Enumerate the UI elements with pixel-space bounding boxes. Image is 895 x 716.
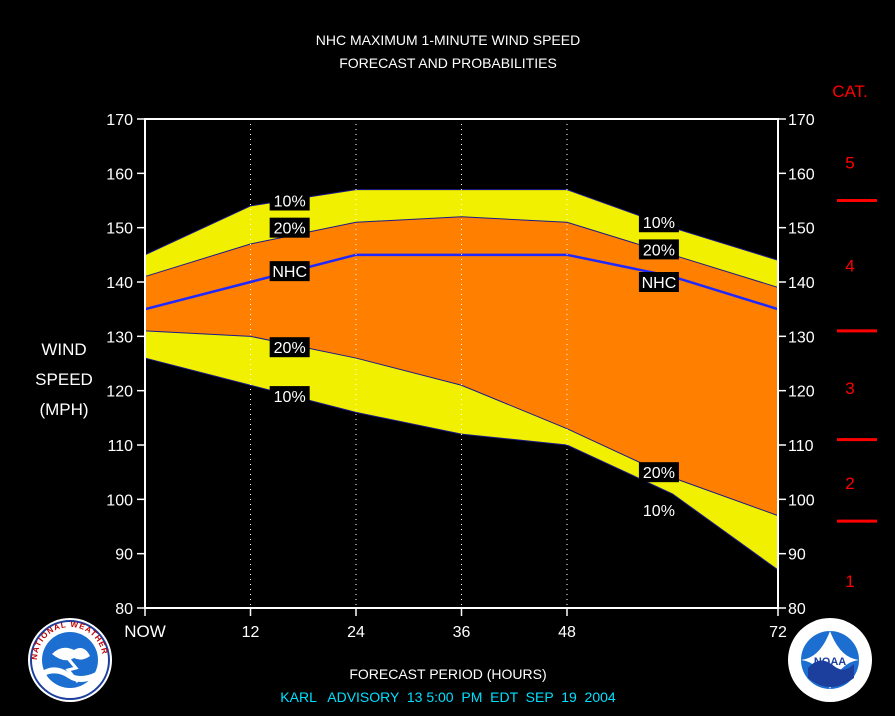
- y-tick-label-right-80: 80: [788, 601, 806, 618]
- x-tick-label-12: 12: [242, 624, 260, 641]
- chart-title-line1: NHC MAXIMUM 1-MINUTE WIND SPEED: [316, 32, 580, 48]
- inline-label-4: 10%: [269, 386, 310, 407]
- x-tick-label-0: NOW: [124, 622, 166, 641]
- category-header: CAT.: [832, 82, 868, 101]
- y-tick-label-right-120: 120: [788, 384, 815, 401]
- inline-label-box-8: [638, 462, 679, 483]
- inline-label-box-1: [269, 217, 310, 238]
- inline-label-box-7: [638, 272, 679, 292]
- y-tick-label-left-110: 110: [107, 438, 133, 455]
- inline-label-box-9: [638, 500, 679, 521]
- y-tick-label-left-120: 120: [106, 384, 133, 401]
- y-tick-label-left-140: 140: [106, 275, 133, 292]
- y-axis-label-line1: WIND: [41, 340, 86, 359]
- y-tick-label-right-130: 130: [788, 329, 815, 346]
- inline-label-text-3: 20%: [274, 340, 306, 357]
- inline-label-7: NHC: [638, 272, 679, 292]
- y-tick-label-left-170: 170: [106, 112, 133, 129]
- y-axis-label-line3: (MPH): [39, 400, 88, 419]
- y-tick-label-right-160: 160: [788, 166, 815, 183]
- inline-label-9: 10%: [638, 500, 679, 521]
- inline-label-3: 20%: [269, 337, 310, 358]
- y-axis-label-line2: SPEED: [35, 370, 93, 389]
- nws-logo: NATIONAL WEATHER SERVICE: [28, 618, 112, 702]
- inline-label-1: 20%: [269, 217, 310, 238]
- band-20-percent: [145, 216, 778, 516]
- x-tick-label-72: 72: [769, 624, 787, 641]
- x-axis-label: FORECAST PERIOD (HOURS): [349, 666, 546, 682]
- inline-label-8: 20%: [638, 462, 679, 483]
- inline-label-box-0: [269, 190, 310, 211]
- inline-label-0: 10%: [269, 190, 310, 211]
- category-label-2: 2: [845, 474, 854, 493]
- inline-label-text-1: 20%: [274, 221, 306, 238]
- category-label-4: 4: [845, 257, 854, 276]
- inline-label-box-6: [638, 239, 679, 260]
- inline-label-text-2: NHC: [272, 264, 307, 281]
- inline-label-text-7: NHC: [642, 275, 677, 292]
- inline-label-2: NHC: [269, 261, 310, 282]
- inline-label-text-8: 20%: [643, 465, 675, 482]
- inline-label-box-2: [269, 261, 310, 282]
- y-tick-label-right-170: 170: [788, 112, 815, 129]
- y-tick-label-right-140: 140: [788, 275, 815, 292]
- inline-label-text-0: 10%: [274, 194, 306, 211]
- y-axis-ticks: 80 80 90 90 100 100 110 110 120 120 130 130 140 140 15…: [106, 112, 815, 618]
- y-tick-label-right-110: 110: [788, 438, 814, 455]
- x-tick-label-24: 24: [347, 624, 365, 641]
- y-tick-label-right-100: 100: [788, 492, 815, 509]
- y-tick-label-left-150: 150: [106, 221, 133, 238]
- noaa-logo-text: NOAA: [814, 656, 846, 668]
- category-label-1: 1: [845, 572, 854, 591]
- inline-label-box-4: [269, 386, 310, 407]
- inline-label-text-5: 10%: [643, 215, 675, 232]
- inline-label-box-3: [269, 337, 310, 358]
- advisory-line: KARL ADVISORY 13 5:00 PM EDT SEP 19 2004: [280, 689, 616, 705]
- y-tick-label-left-100: 100: [106, 492, 133, 509]
- inline-band-labels: 10% 20% NHC 20% 10% 10% 20% NHC 20% 10%: [269, 190, 679, 521]
- inline-label-text-4: 10%: [274, 389, 306, 406]
- noaa-logo: NOAA: [788, 618, 872, 702]
- chart-title-line2: FORECAST AND PROBABILITIES: [339, 55, 557, 71]
- x-tick-label-36: 36: [453, 624, 471, 641]
- category-scale: 5 4 3 2 1: [837, 153, 877, 591]
- inline-label-text-6: 20%: [643, 242, 675, 259]
- inline-label-6: 20%: [638, 239, 679, 260]
- inline-label-5: 10%: [638, 212, 679, 233]
- y-tick-label-left-80: 80: [115, 601, 133, 618]
- y-tick-label-left-160: 160: [106, 166, 133, 183]
- x-axis-ticks: NOW 12 24 36 48 72: [124, 608, 787, 641]
- inline-label-text-9: 10%: [643, 503, 675, 520]
- x-tick-label-48: 48: [558, 624, 576, 641]
- inline-label-box-5: [638, 212, 679, 233]
- category-label-3: 3: [845, 379, 854, 398]
- y-tick-label-right-150: 150: [788, 221, 815, 238]
- category-label-5: 5: [845, 153, 854, 172]
- y-tick-label-left-90: 90: [115, 547, 133, 564]
- y-tick-label-left-130: 130: [106, 329, 133, 346]
- y-tick-label-right-90: 90: [788, 547, 806, 564]
